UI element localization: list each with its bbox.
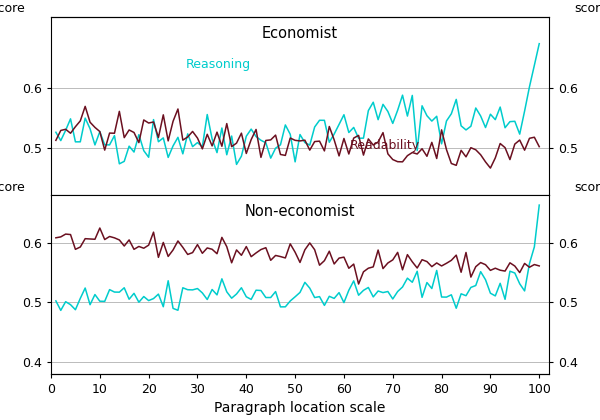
X-axis label: Paragraph location scale: Paragraph location scale [214,402,386,415]
Text: Non-economist: Non-economist [245,204,355,219]
Text: Economist: Economist [262,26,338,41]
Text: score: score [0,2,26,15]
Text: score: score [574,181,600,194]
Text: Readability: Readability [350,139,420,152]
Text: score: score [0,181,26,194]
Text: Reasoning: Reasoning [185,58,251,71]
Text: score: score [574,2,600,15]
